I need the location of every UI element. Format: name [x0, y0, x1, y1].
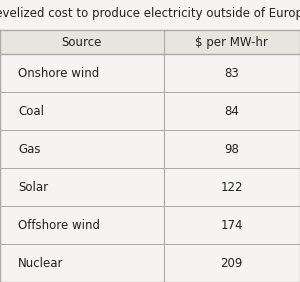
- Text: 83: 83: [224, 67, 239, 80]
- Text: Offshore wind: Offshore wind: [18, 219, 100, 232]
- Text: Levelized cost to produce electricity outside of Europe: Levelized cost to produce electricity ou…: [0, 7, 300, 20]
- Text: Onshore wind: Onshore wind: [18, 67, 99, 80]
- Text: 174: 174: [220, 219, 243, 232]
- Text: 209: 209: [220, 257, 243, 270]
- Text: Coal: Coal: [18, 105, 44, 118]
- Text: Solar: Solar: [18, 181, 48, 194]
- Text: Gas: Gas: [18, 143, 40, 156]
- Text: Source: Source: [61, 36, 102, 49]
- Text: Nuclear: Nuclear: [18, 257, 64, 270]
- Text: 84: 84: [224, 105, 239, 118]
- Text: $ per MW-hr: $ per MW-hr: [195, 36, 268, 49]
- Text: 122: 122: [220, 181, 243, 194]
- Bar: [0, 30, 300, 54]
- Text: 98: 98: [224, 143, 239, 156]
